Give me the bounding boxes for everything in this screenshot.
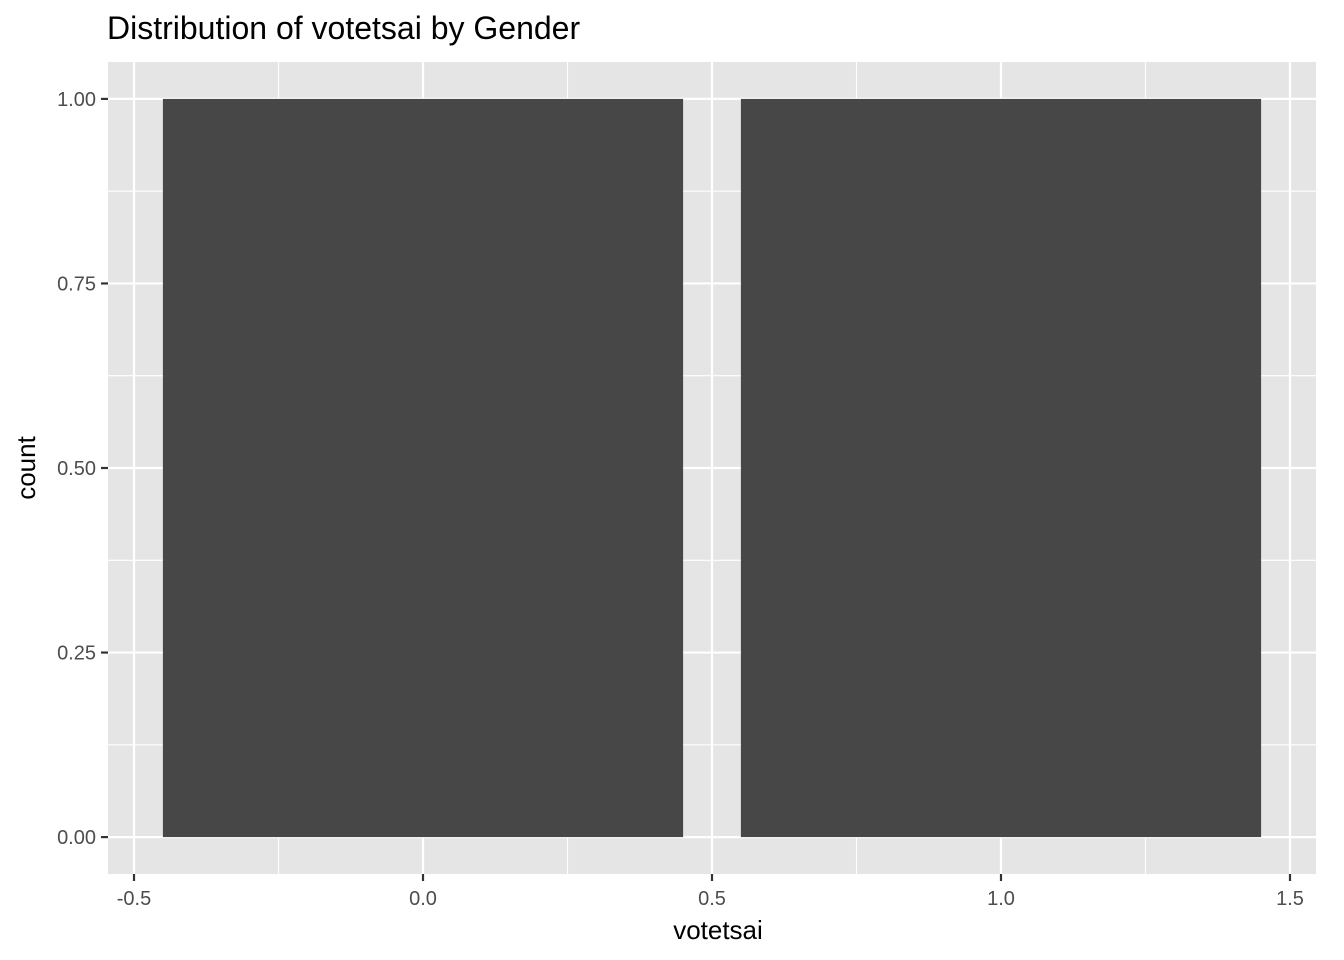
bar (162, 98, 684, 838)
bar (740, 98, 1262, 838)
chart-title: Distribution of votetsai by Gender (107, 10, 580, 46)
y-tick-label: 1.00 (57, 89, 96, 111)
x-tick-label: 1.0 (987, 888, 1015, 910)
x-axis-ticks: -0.5 0.0 0.5 1.0 1.5 (117, 874, 1304, 910)
bars (162, 98, 1262, 838)
y-tick-label: 0.00 (57, 827, 96, 849)
y-tick-label: 0.25 (57, 643, 96, 665)
y-axis-ticks: 0.00 0.25 0.50 0.75 1.00 (57, 89, 108, 849)
x-tick-label: 1.5 (1276, 888, 1304, 910)
y-tick-label: 0.75 (57, 273, 96, 295)
y-axis-title: count (11, 435, 41, 499)
y-tick-label: 0.50 (57, 458, 96, 480)
x-axis-title: votetsai (673, 915, 763, 945)
x-tick-label: -0.5 (117, 888, 151, 910)
x-tick-label: 0.5 (698, 888, 726, 910)
x-tick-label: 0.0 (409, 888, 437, 910)
